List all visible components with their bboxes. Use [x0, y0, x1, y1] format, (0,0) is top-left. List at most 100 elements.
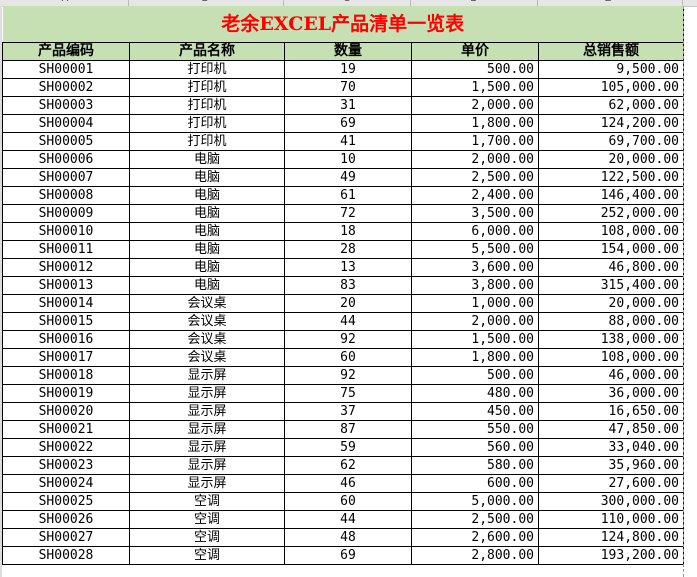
cell-code[interactable]: SH00026	[2, 510, 130, 529]
cell-price[interactable]: 1,500.00	[411, 78, 539, 97]
cell-code[interactable]: SH00024	[2, 474, 130, 493]
cell-name[interactable]: 空调	[129, 492, 285, 511]
header-quantity[interactable]: 数量	[284, 42, 412, 61]
cell-quantity[interactable]: 49	[284, 168, 412, 187]
cell-name[interactable]: 电脑	[129, 204, 285, 223]
column-header-c[interactable]: C	[342, 0, 352, 4]
cell-quantity[interactable]: 59	[284, 438, 412, 457]
cell-name[interactable]: 空调	[129, 510, 285, 529]
cell-name[interactable]: 显示屏	[129, 420, 285, 439]
cell-price[interactable]: 2,400.00	[411, 186, 539, 205]
cell-name[interactable]: 显示屏	[129, 474, 285, 493]
cell-name[interactable]: 显示屏	[129, 384, 285, 403]
cell-name[interactable]: 打印机	[129, 132, 285, 151]
cell-code[interactable]: SH00018	[2, 366, 130, 385]
column-header-a[interactable]: A	[60, 0, 70, 4]
cell-total[interactable]: 252,000.00	[538, 204, 684, 223]
cell-total[interactable]: 154,000.00	[538, 240, 684, 259]
cell-total[interactable]: 46,800.00	[538, 258, 684, 277]
cell-total[interactable]: 124,200.00	[538, 114, 684, 133]
cell-total[interactable]: 146,400.00	[538, 186, 684, 205]
cell-price[interactable]: 1,700.00	[411, 132, 539, 151]
cell-price[interactable]: 480.00	[411, 384, 539, 403]
cell-price[interactable]: 2,800.00	[411, 546, 539, 565]
cell-total[interactable]: 33,040.00	[538, 438, 684, 457]
cell-code[interactable]: SH00011	[2, 240, 130, 259]
cell-total[interactable]: 88,000.00	[538, 312, 684, 331]
cell-code[interactable]: SH00020	[2, 402, 130, 421]
cell-name[interactable]: 打印机	[129, 60, 285, 79]
cell-code[interactable]: SH00006	[2, 150, 130, 169]
cell-price[interactable]: 550.00	[411, 420, 539, 439]
cell-code[interactable]: SH00019	[2, 384, 130, 403]
cell-price[interactable]: 600.00	[411, 474, 539, 493]
cell-total[interactable]: 138,000.00	[538, 330, 684, 349]
cell-name[interactable]: 显示屏	[129, 366, 285, 385]
cell-total[interactable]: 124,800.00	[538, 528, 684, 547]
cell-name[interactable]: 电脑	[129, 258, 285, 277]
cell-price[interactable]: 3,500.00	[411, 204, 539, 223]
cell-quantity[interactable]: 44	[284, 312, 412, 331]
cell-code[interactable]: SH00027	[2, 528, 130, 547]
cell-name[interactable]: 电脑	[129, 186, 285, 205]
cell-code[interactable]: SH00022	[2, 438, 130, 457]
cell-name[interactable]: 电脑	[129, 276, 285, 295]
cell-price[interactable]: 1,800.00	[411, 348, 539, 367]
cell-price[interactable]: 6,000.00	[411, 222, 539, 241]
cell-price[interactable]: 1,500.00	[411, 330, 539, 349]
cell-quantity[interactable]: 61	[284, 186, 412, 205]
cell-price[interactable]: 1,800.00	[411, 114, 539, 133]
cell-total[interactable]: 69,700.00	[538, 132, 684, 151]
cell-price[interactable]: 500.00	[411, 60, 539, 79]
cell-quantity[interactable]: 92	[284, 330, 412, 349]
cell-total[interactable]: 16,650.00	[538, 402, 684, 421]
column-header-d[interactable]: D	[469, 0, 479, 4]
cell-total[interactable]: 105,000.00	[538, 78, 684, 97]
cell-quantity[interactable]: 10	[284, 150, 412, 169]
cell-code[interactable]: SH00013	[2, 276, 130, 295]
cell-name[interactable]: 打印机	[129, 114, 285, 133]
cell-quantity[interactable]: 37	[284, 402, 412, 421]
cell-total[interactable]: 108,000.00	[538, 222, 684, 241]
cell-quantity[interactable]: 92	[284, 366, 412, 385]
cell-name[interactable]: 会议桌	[129, 348, 285, 367]
cell-quantity[interactable]: 83	[284, 276, 412, 295]
cell-code[interactable]: SH00012	[2, 258, 130, 277]
cell-price[interactable]: 2,500.00	[411, 510, 539, 529]
cell-code[interactable]: SH00003	[2, 96, 130, 115]
cell-name[interactable]: 电脑	[129, 222, 285, 241]
cell-total[interactable]: 300,000.00	[538, 492, 684, 511]
cell-code[interactable]: SH00001	[2, 60, 130, 79]
cell-total[interactable]: 27,600.00	[538, 474, 684, 493]
cell-total[interactable]: 193,200.00	[538, 546, 684, 565]
cell-quantity[interactable]: 60	[284, 348, 412, 367]
cell-price[interactable]: 3,600.00	[411, 258, 539, 277]
cell-name[interactable]: 空调	[129, 528, 285, 547]
cell-name[interactable]: 电脑	[129, 150, 285, 169]
cell-total[interactable]: 110,000.00	[538, 510, 684, 529]
header-name[interactable]: 产品名称	[129, 42, 285, 61]
cell-total[interactable]: 122,500.00	[538, 168, 684, 187]
cell-name[interactable]: 会议桌	[129, 312, 285, 331]
cell-quantity[interactable]: 13	[284, 258, 412, 277]
cell-code[interactable]: SH00010	[2, 222, 130, 241]
cell-quantity[interactable]: 46	[284, 474, 412, 493]
cell-code[interactable]: SH00021	[2, 420, 130, 439]
cell-code[interactable]: SH00015	[2, 312, 130, 331]
cell-name[interactable]: 显示屏	[129, 438, 285, 457]
cell-quantity[interactable]: 18	[284, 222, 412, 241]
cell-quantity[interactable]: 70	[284, 78, 412, 97]
cell-price[interactable]: 500.00	[411, 366, 539, 385]
cell-code[interactable]: SH00007	[2, 168, 130, 187]
cell-name[interactable]: 显示屏	[129, 402, 285, 421]
header-price[interactable]: 单价	[411, 42, 539, 61]
cell-quantity[interactable]: 72	[284, 204, 412, 223]
cell-code[interactable]: SH00005	[2, 132, 130, 151]
cell-total[interactable]: 46,000.00	[538, 366, 684, 385]
cell-code[interactable]: SH00028	[2, 546, 130, 565]
cell-price[interactable]: 5,500.00	[411, 240, 539, 259]
cell-price[interactable]: 580.00	[411, 456, 539, 475]
cell-name[interactable]: 打印机	[129, 78, 285, 97]
cell-code[interactable]: SH00004	[2, 114, 130, 133]
cell-quantity[interactable]: 87	[284, 420, 412, 439]
